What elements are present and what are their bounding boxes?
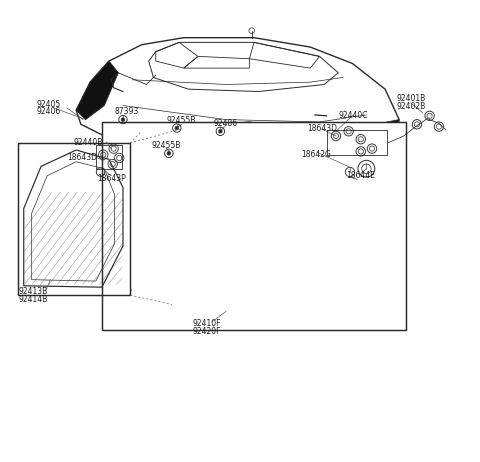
Bar — [326, 130, 387, 155]
Bar — [18, 143, 130, 295]
Bar — [18, 143, 130, 295]
Text: 92455B: 92455B — [167, 116, 196, 125]
Bar — [102, 122, 406, 330]
Text: 92420F: 92420F — [193, 327, 221, 336]
Polygon shape — [357, 120, 399, 155]
Text: 92402B: 92402B — [396, 102, 425, 111]
Text: 92440B: 92440B — [73, 138, 103, 146]
Bar — [18, 143, 130, 295]
Bar — [96, 146, 121, 169]
Text: 18643D: 18643D — [67, 152, 97, 162]
Text: 92401B: 92401B — [396, 94, 425, 103]
Text: 18644E: 18644E — [347, 171, 375, 180]
Text: 18643P: 18643P — [97, 174, 126, 182]
Polygon shape — [76, 61, 118, 120]
Text: 92406: 92406 — [37, 107, 61, 116]
Circle shape — [121, 118, 125, 122]
Text: 87393: 87393 — [115, 107, 139, 116]
Bar — [102, 122, 406, 330]
Circle shape — [167, 152, 171, 155]
Circle shape — [175, 126, 179, 130]
Text: 92410F: 92410F — [193, 319, 221, 328]
Circle shape — [218, 129, 222, 133]
Text: 92405: 92405 — [37, 100, 61, 109]
Text: 18642G: 18642G — [301, 150, 331, 159]
Text: 92414B: 92414B — [18, 295, 48, 304]
Text: 92440C: 92440C — [338, 111, 368, 120]
Text: 92413B: 92413B — [18, 287, 48, 296]
Bar — [102, 122, 406, 330]
Text: 92455B: 92455B — [151, 141, 181, 150]
Text: 92486: 92486 — [214, 119, 238, 128]
Text: 18643D: 18643D — [307, 124, 337, 134]
